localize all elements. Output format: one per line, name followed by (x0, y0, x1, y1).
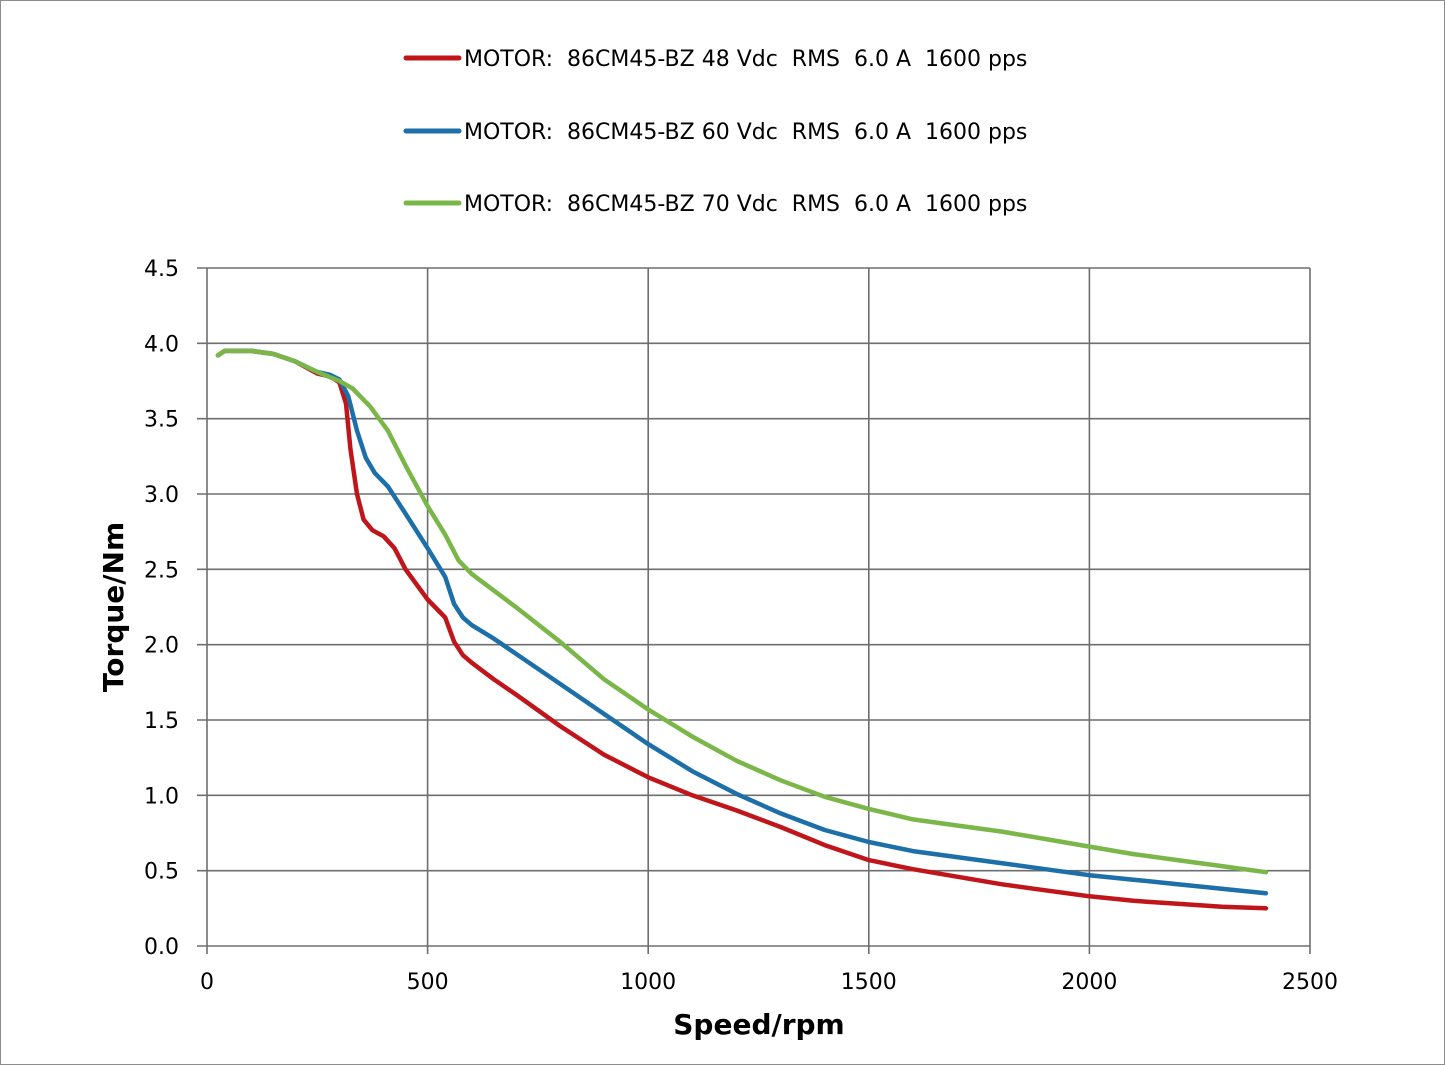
legend-entry-2: MOTOR: 86CM45-BZ 60 Vdc RMS 6.0 A 1600 p… (464, 120, 1027, 145)
legend: MOTOR: 86CM45-BZ 48 Vdc RMS 6.0 A 1600 p… (403, 47, 1027, 217)
x-tick-label: 1500 (841, 970, 897, 995)
grid-lines (197, 267, 1311, 954)
y-tick-label: 3.5 (144, 408, 179, 433)
legend-entry-3: MOTOR: 86CM45-BZ 70 Vdc RMS 6.0 A 1600 p… (464, 192, 1027, 217)
y-tick-label: 2.0 (144, 634, 179, 659)
legend-entry-1: MOTOR: 86CM45-BZ 48 Vdc RMS 6.0 A 1600 p… (464, 47, 1027, 72)
x-tick-label: 0 (200, 970, 214, 995)
series-line-1 (215, 348, 1269, 911)
y-tick-label: 2.5 (144, 558, 179, 583)
y-tick-label: 0.5 (144, 860, 179, 885)
y-tick-label: 4.0 (144, 332, 179, 357)
y-tick-label: 3.0 (144, 483, 179, 508)
tick-labels: 0 500 1000 1500 2000 2500 0.0 0.5 1.0 1.5 2.0 2.5 3.… (144, 257, 1338, 995)
series-line-3 (215, 348, 1269, 875)
y-tick-label: 1.5 (144, 709, 179, 734)
y-tick-label: 0.0 (144, 935, 179, 960)
y-axis-title: Torque/Nm (97, 522, 130, 692)
x-axis-title: Speed/rpm (673, 1008, 845, 1041)
x-tick-label: 500 (407, 970, 449, 995)
series-lines (215, 348, 1269, 911)
x-tick-label: 1000 (620, 970, 676, 995)
x-tick-label: 2500 (1282, 970, 1338, 995)
y-tick-label: 1.0 (144, 784, 179, 809)
x-tick-label: 2000 (1061, 970, 1117, 995)
y-tick-label: 4.5 (144, 257, 179, 282)
